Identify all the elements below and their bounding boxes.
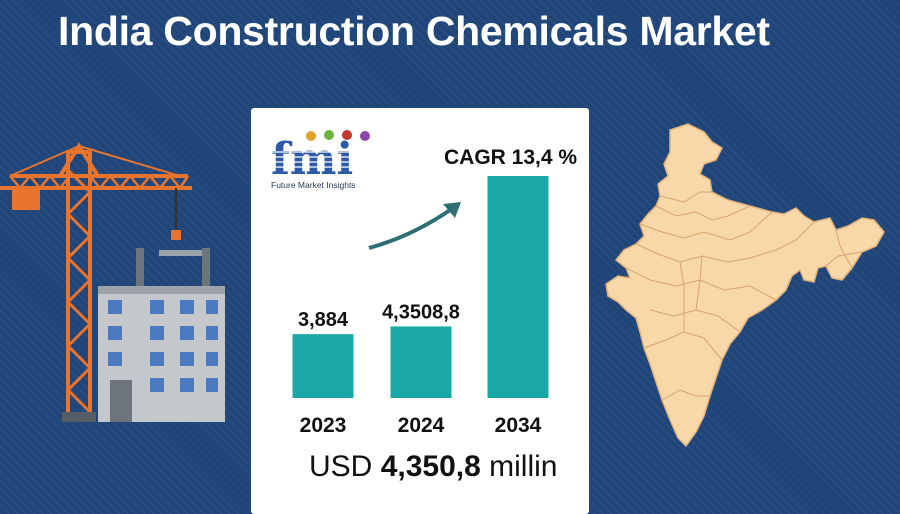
bar-2024: [390, 326, 452, 398]
crane-building-illustration: [0, 142, 225, 422]
total-prefix: USD: [309, 450, 373, 483]
market-total: USD 4,350,8 millin: [309, 450, 557, 484]
page-title: India Construction Chemicals Market: [58, 8, 770, 54]
crane-icon: [0, 142, 203, 422]
category-label-2034: 2034: [495, 414, 542, 437]
category-label-2023: 2023: [300, 414, 347, 437]
data-label-2024: 4,3508,8: [382, 301, 460, 323]
india-map-icon: [605, 123, 885, 448]
data-label-2023: 3,884: [298, 309, 349, 331]
growth-arrow-icon: [368, 202, 461, 250]
category-label-2024: 2024: [398, 414, 445, 437]
chart-card: fmi Future Market Insights CAGR 13,4 % 3…: [251, 108, 589, 514]
total-unit: millin: [489, 450, 558, 483]
logo-tagline: Future Market Insights: [271, 180, 356, 190]
building-icon: [98, 248, 225, 422]
cagr-label: CAGR 13,4 %: [444, 146, 578, 169]
total-value: 4,350,8: [380, 450, 481, 483]
bar-2034: [487, 176, 549, 398]
bar-2023: [292, 334, 354, 398]
fmi-logo-mark: fmi: [271, 130, 371, 180]
bar-chart: 3,884 2023 4,3508,8 2024 2034: [292, 176, 549, 437]
